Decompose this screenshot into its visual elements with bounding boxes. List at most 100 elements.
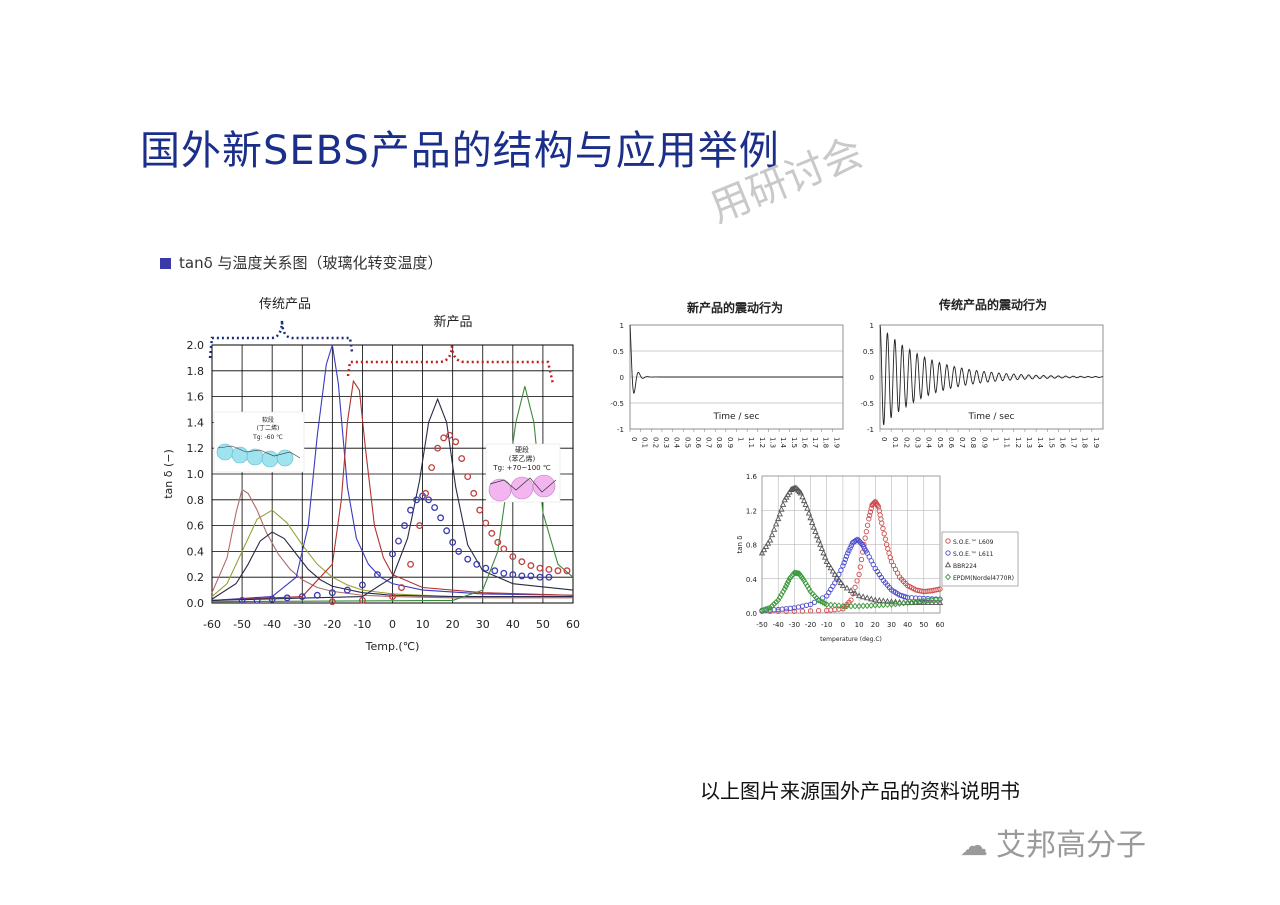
soe-marker (921, 588, 927, 595)
soe-marker (848, 542, 855, 549)
soe-legend-entry: EPDM(Nordel4770R) (953, 575, 1014, 582)
soe-marker (784, 491, 792, 498)
soe-y-label: tan δ (736, 536, 744, 554)
soe-marker (924, 597, 931, 604)
soe-marker (764, 539, 772, 546)
soe-marker (866, 512, 873, 519)
soe-marker (876, 571, 882, 578)
soe-marker (874, 501, 880, 507)
vibration-x-tick: 0.4 (673, 437, 681, 449)
soe-marker (811, 592, 818, 600)
soe-marker (868, 505, 874, 512)
soe-marker (883, 541, 890, 548)
soe-marker (788, 572, 795, 580)
hard-segment-tg: Tg: +70~100 ℃ (492, 464, 551, 472)
soe-marker (799, 575, 806, 583)
soe-marker (849, 540, 856, 546)
soe-marker (890, 562, 897, 569)
soe-marker (800, 497, 808, 504)
tan-delta-marker (509, 553, 517, 561)
tan-delta-marker (425, 496, 433, 504)
soe-marker (810, 523, 817, 530)
soe-marker (853, 537, 859, 543)
soe-marker (776, 510, 783, 517)
tan-delta-marker (500, 569, 508, 577)
soe-x-tick: 40 (903, 621, 912, 629)
soe-marker (759, 608, 765, 614)
traditional-label: 传统产品 (259, 297, 311, 312)
tan-delta-series-line (211, 386, 574, 603)
soe-marker (765, 605, 772, 612)
vibration-x-tick: 1.5 (790, 437, 798, 448)
vibration-y-tick: -1 (867, 426, 874, 434)
soe-marker (862, 546, 868, 552)
y-tick-label: 0.6 (187, 520, 205, 533)
soe-marker (809, 590, 816, 597)
soe-marker (860, 543, 867, 550)
soe-marker (925, 588, 931, 594)
soe-marker (790, 485, 797, 492)
soe-marker (767, 604, 774, 612)
soe-marker (809, 519, 816, 525)
soe-marker (860, 549, 866, 555)
soe-marker (769, 602, 776, 610)
soe-marker (866, 554, 872, 560)
hard-segment-sub: (苯乙烯) (509, 454, 536, 463)
x-tick-label: -60 (203, 618, 221, 631)
soe-marker (870, 561, 876, 568)
vibration-y-tick: 0.5 (613, 348, 624, 356)
vibration-x-tick: 1.7 (811, 437, 819, 448)
soe-marker (884, 582, 891, 588)
soe-marker (874, 568, 880, 575)
y-tick-label: 1.6 (187, 391, 205, 404)
tan-delta-marker (374, 571, 381, 579)
y-tick-label: 0.4 (187, 545, 205, 558)
tan-delta-series-line (211, 509, 573, 598)
tan-delta-marker (527, 572, 535, 580)
soe-marker (848, 597, 854, 603)
soe-marker (761, 606, 768, 614)
soe-marker (896, 600, 903, 607)
soe-marker (828, 607, 834, 613)
soe-marker (796, 570, 803, 577)
soe-marker (908, 599, 915, 606)
soe-marker (907, 584, 913, 590)
soe-marker (766, 536, 774, 543)
soe-marker (798, 573, 805, 581)
soe-marker (771, 607, 777, 613)
soe-marker (783, 606, 789, 612)
soe-marker (864, 602, 871, 609)
vibration-x-tick: 0.1 (641, 437, 649, 448)
soe-marker (876, 508, 882, 514)
soe-y-tick: 0.8 (746, 542, 757, 550)
new-product-label: 新产品 (433, 314, 472, 330)
vibration-x-tick: 1.3 (768, 437, 776, 448)
tan-delta-marker (298, 593, 306, 600)
soe-marker (880, 577, 887, 584)
vibration-x-tick: 0.3 (662, 437, 670, 448)
hard-segment-label: 硬段 (515, 445, 529, 454)
soe-marker (791, 484, 798, 491)
soe-marker (876, 601, 883, 609)
soe-marker (776, 594, 783, 601)
soe-marker (843, 602, 850, 610)
soe-marker (824, 607, 830, 614)
soe-marker (767, 607, 773, 613)
vibration-x-tick: 0.1 (891, 437, 899, 448)
vibration-x-tick: 1.8 (822, 437, 830, 448)
soe-marker (793, 569, 800, 577)
vibration-x-tick: 1.5 (1047, 437, 1055, 448)
soe-marker (912, 599, 919, 605)
tan-delta-marker (283, 594, 291, 602)
soe-marker (855, 592, 863, 599)
soe-marker (920, 597, 927, 605)
soe-marker (916, 598, 923, 605)
y-axis-label: tan δ (−) (162, 449, 175, 499)
soe-marker (929, 588, 935, 594)
soe-marker (858, 556, 865, 563)
y-tick-label: 1.4 (187, 416, 205, 429)
soe-marker (886, 550, 892, 556)
soe-y-tick: 1.2 (746, 507, 757, 515)
soe-marker (919, 588, 925, 594)
soe-marker (872, 602, 879, 609)
